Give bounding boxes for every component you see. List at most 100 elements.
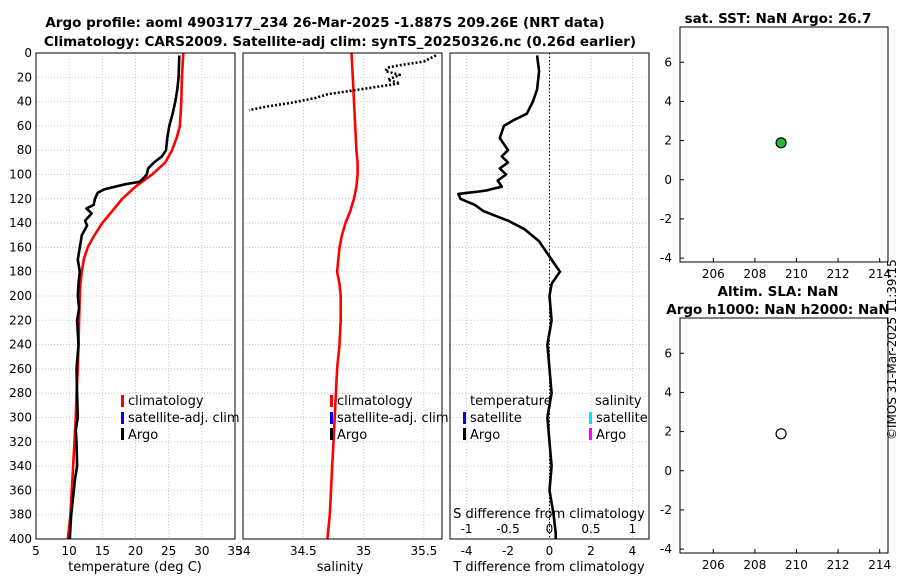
legend-swatch-t-satellite (463, 412, 466, 424)
lon-tick-label: 208 (743, 558, 766, 572)
temperature-panel: 5 10 15 20 25 30 35 0 20 40 60 80 100 120 140 160 180 200… (9, 46, 243, 558)
lat-tick-label: 2 (664, 134, 672, 148)
depth-tick-label: 60 (17, 119, 32, 133)
x-tick-label: 5 (32, 544, 40, 558)
depth-tick-label: 380 (9, 508, 32, 522)
sla-title-2: Argo h1000: NaN h2000: NaN (666, 302, 889, 318)
temp-legend: climatology satellite-adj. clim Argo (121, 394, 240, 443)
series-argo (248, 54, 437, 112)
profile-location-marker (775, 137, 787, 149)
depth-tick-label: 40 (17, 95, 32, 109)
legend-swatch-s-argo (589, 428, 592, 440)
diff-legend: temperature satellite Argo salinity sate… (463, 394, 648, 443)
x-tick-label: -4 (461, 544, 473, 558)
depth-tick-label: 120 (9, 192, 32, 206)
axes-frame (35, 52, 236, 540)
s-diff-tick-label: 0 (546, 522, 554, 536)
lat-tick-label: -4 (660, 542, 672, 556)
depth-tick-label: 80 (17, 143, 32, 157)
legend-swatch-satellite (121, 412, 124, 424)
depth-tick-label: 200 (9, 289, 32, 303)
depth-tick-label: 240 (9, 338, 32, 352)
timestamp: ©IMOS 31-Mar-2025 11:39:15 (885, 259, 899, 440)
x-tick-label: -2 (502, 544, 514, 558)
x-tick-label: 0 (546, 544, 554, 558)
lon-tick-label: 214 (868, 267, 891, 281)
legend-swatch-argo (121, 428, 124, 440)
sst-position-panel: 206 208 210 212 214 -4 -2 0 2 4 6 (660, 26, 891, 281)
depth-tick-label: 220 (9, 313, 32, 327)
sal-legend: climatology satellite-adj. clim Argo (330, 394, 449, 443)
s-diff-tick-label: -0.5 (496, 522, 519, 536)
legend-satellite: satellite-adj. clim (337, 411, 449, 426)
profile-location-marker (775, 428, 787, 440)
s-diff-tick-label: 0.5 (581, 522, 600, 536)
lat-tick-label: 6 (664, 55, 672, 69)
legend-swatch-argo (330, 428, 333, 440)
lat-tick-label: 6 (664, 346, 672, 360)
x-tick-label: 15 (95, 544, 110, 558)
legend-climatology: climatology (337, 394, 413, 409)
sla-position-panel: 206 208 210 212 214 -4 -2 0 2 4 6 (660, 317, 891, 572)
depth-tick-label: 360 (9, 483, 32, 497)
x-tick-label: 30 (194, 544, 209, 558)
map-frame (679, 317, 889, 554)
depth-tick-label: 260 (9, 362, 32, 376)
legend-t-argo: Argo (470, 428, 500, 443)
sla-title-1: Altim. SLA: NaN (718, 284, 839, 300)
x-tick-label: 10 (62, 544, 77, 558)
lat-tick-label: 4 (664, 385, 672, 399)
temp-xlabel: temperature (deg C) (68, 560, 202, 575)
legend-swatch-climatology (330, 395, 333, 407)
legend-swatch-t-argo (463, 428, 466, 440)
lat-tick-label: 2 (664, 425, 672, 439)
x-tick-label: 2 (587, 544, 595, 558)
sst-title: sat. SST: NaN Argo: 26.7 (685, 11, 872, 27)
s-diff-tick-label: 1 (629, 522, 637, 536)
tdiff-xlabel: T difference from climatology (452, 560, 645, 575)
lat-tick-label: 0 (664, 173, 672, 187)
legend-argo: Argo (128, 428, 158, 443)
lat-tick-label: -4 (660, 251, 672, 265)
difference-panel: -4 -2 0 2 4 -1 -0.5 0 0.5 1 (449, 52, 650, 558)
x-tick-label: 35 (227, 544, 242, 558)
depth-tick-label: 160 (9, 240, 32, 254)
salinity-panel: 34 34.5 35 35.5 (235, 52, 443, 558)
depth-tick-label: 100 (9, 168, 32, 182)
x-tick-label: 20 (128, 544, 143, 558)
map-frame (679, 26, 889, 263)
lon-tick-label: 206 (702, 558, 725, 572)
series-t-difference (456, 55, 562, 539)
lon-tick-label: 212 (827, 267, 850, 281)
depth-tick-label: 140 (9, 216, 32, 230)
series-climatology (66, 52, 185, 540)
title-line1: Argo profile: aoml 4903177_234 26-Mar-20… (45, 15, 604, 31)
sal-xlabel: salinity (317, 560, 364, 575)
x-tick-label: 35 (356, 544, 371, 558)
x-tick-label: 35.5 (411, 544, 438, 558)
legend-swatch-satellite (330, 412, 333, 424)
x-tick-label: 34 (235, 544, 250, 558)
lon-tick-label: 210 (785, 558, 808, 572)
legend-salinity: salinity (595, 394, 642, 409)
depth-tick-label: 20 (17, 70, 32, 84)
legend-t-satellite: satellite (470, 411, 522, 426)
depth-tick-label: 340 (9, 459, 32, 473)
series-argo (68, 55, 181, 540)
lon-tick-label: 212 (827, 558, 850, 572)
x-tick-label: 4 (629, 544, 637, 558)
legend-s-satellite: satellite (596, 411, 648, 426)
lat-tick-label: -2 (660, 503, 672, 517)
legend-swatch-s-satellite (589, 412, 592, 424)
legend-s-argo: Argo (596, 428, 626, 443)
lon-tick-label: 206 (702, 267, 725, 281)
x-tick-label: 25 (161, 544, 176, 558)
depth-tick-label: 300 (9, 411, 32, 425)
lon-tick-label: 210 (785, 267, 808, 281)
lon-tick-label: 214 (868, 558, 891, 572)
legend-swatch-climatology (121, 395, 124, 407)
legend-satellite: satellite-adj. clim (128, 411, 240, 426)
x-tick-label: 34.5 (290, 544, 317, 558)
legend-temperature: temperature (470, 394, 552, 409)
